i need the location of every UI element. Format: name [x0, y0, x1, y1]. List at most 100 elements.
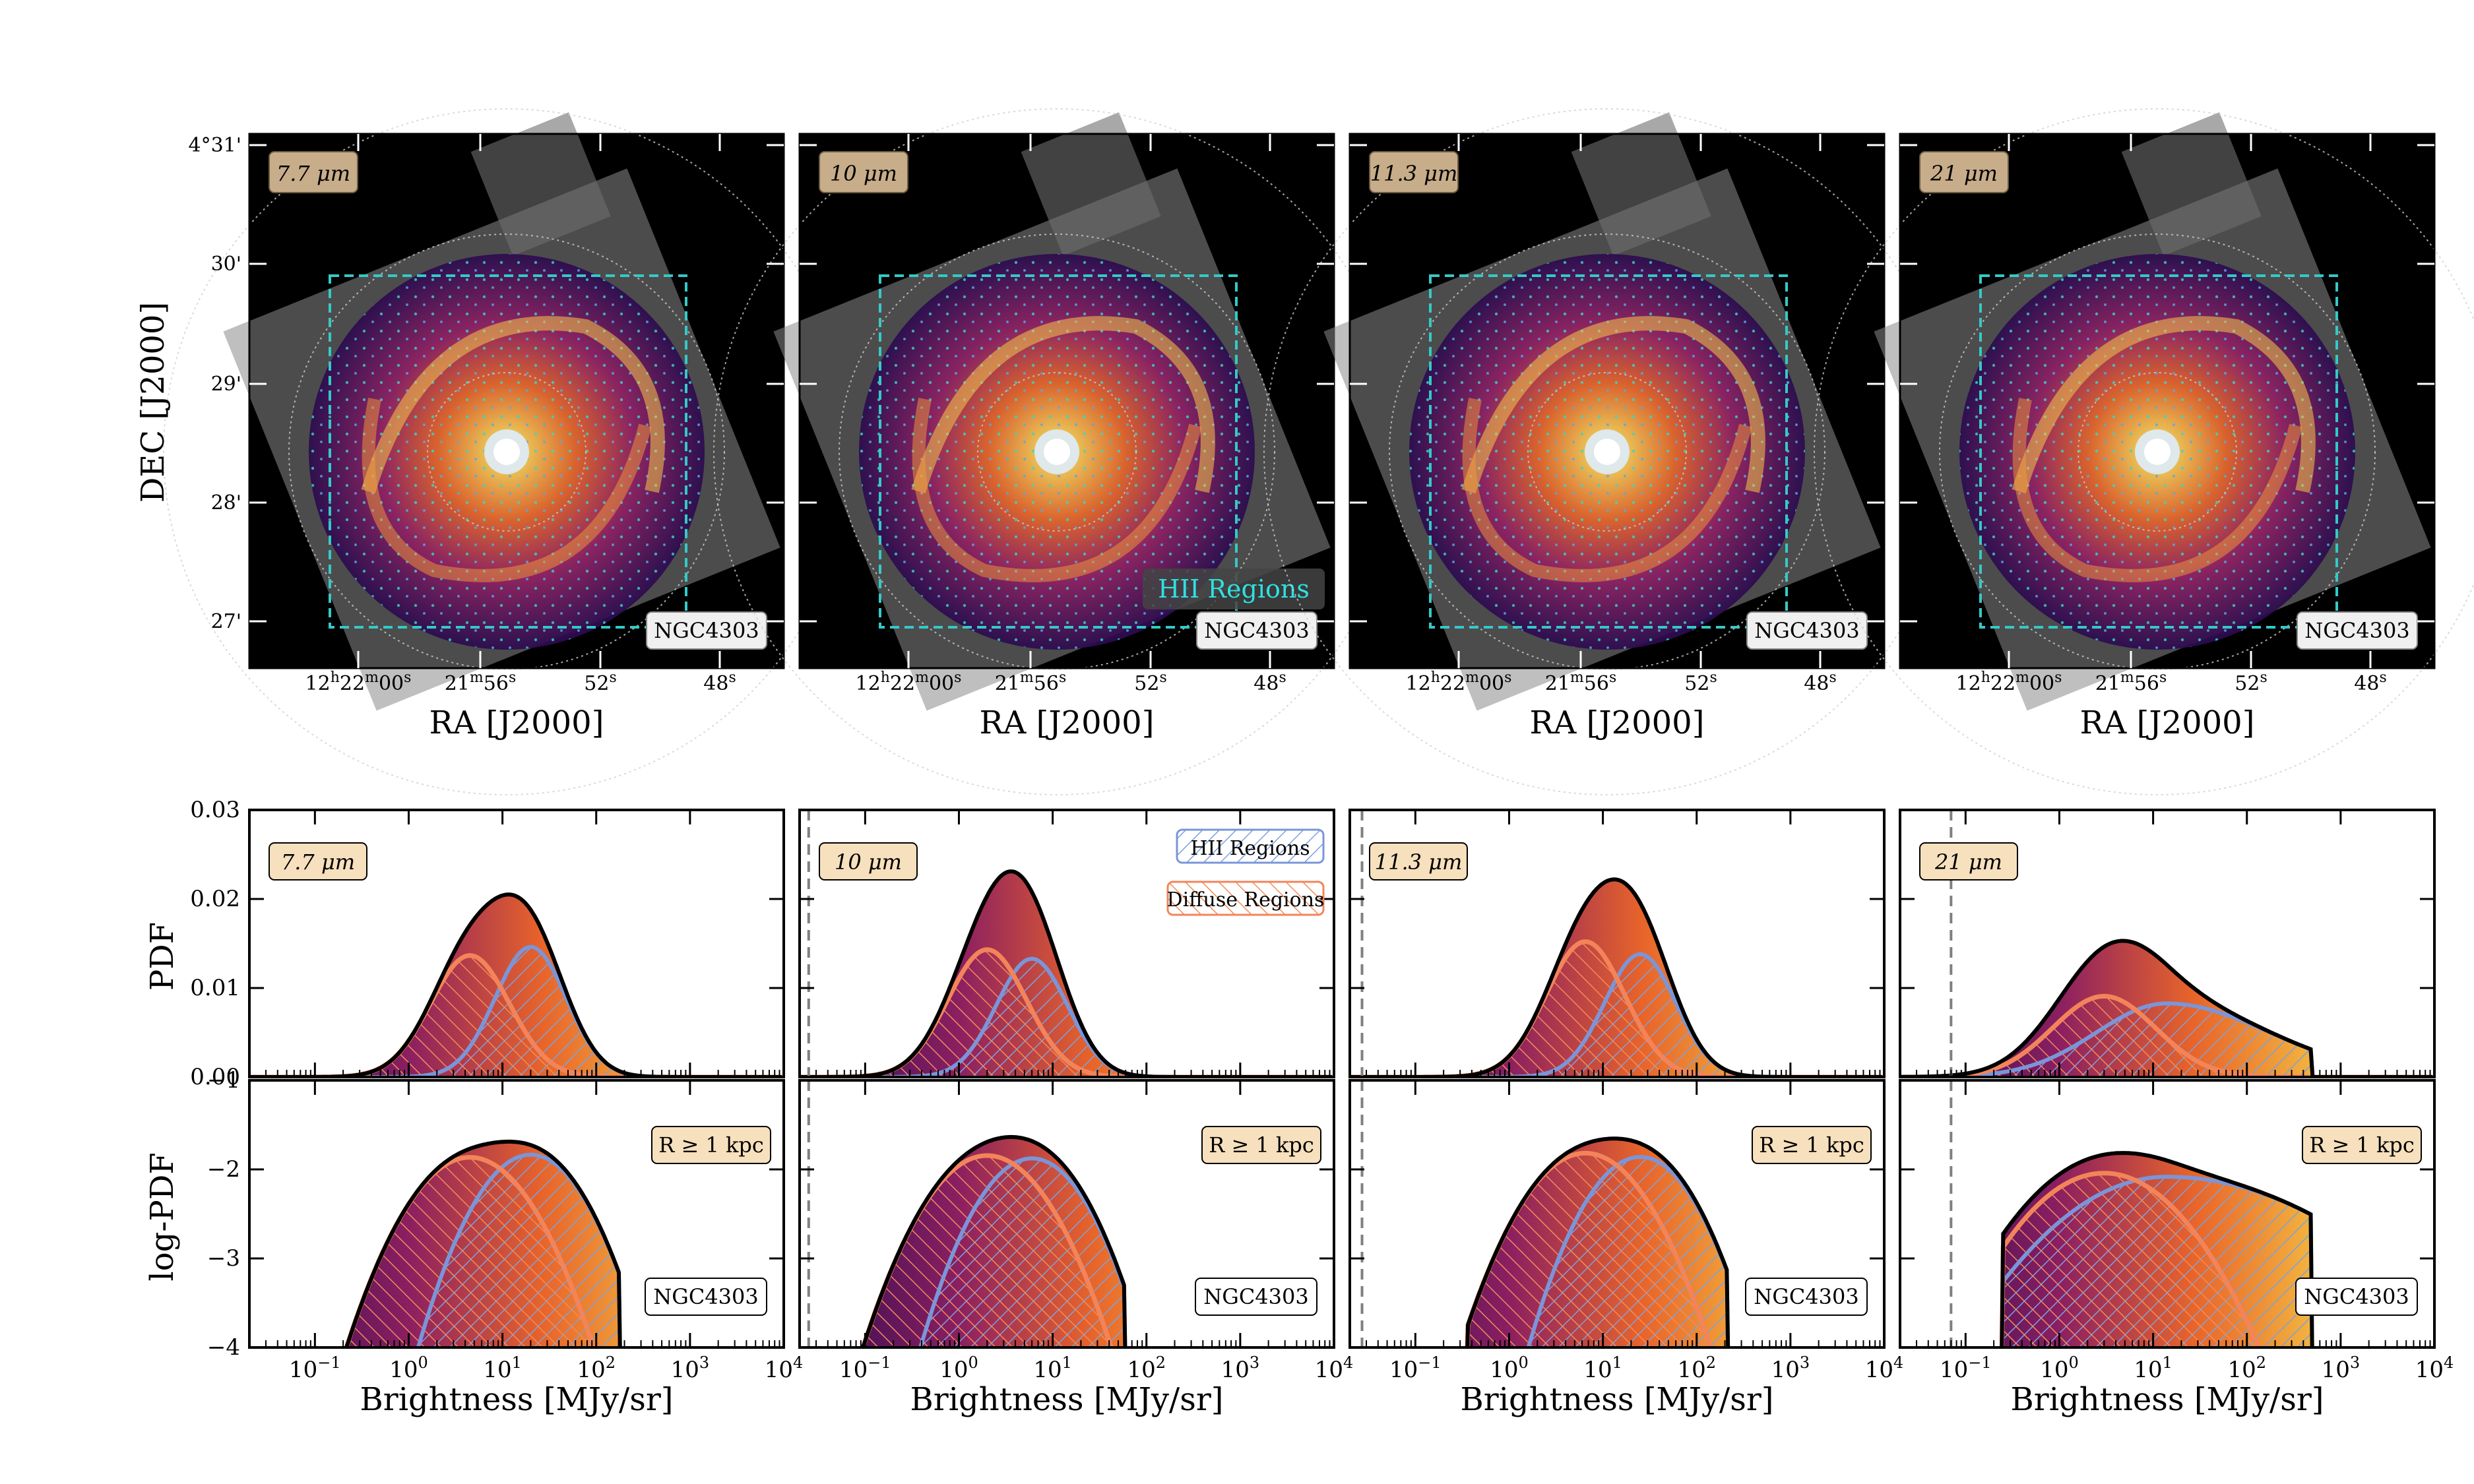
diffuse-hatch — [249, 1157, 782, 1347]
ra-tick-label: 21m56s — [1545, 669, 1617, 695]
dec-tick-label: 29' — [211, 373, 241, 396]
image-frame — [248, 133, 785, 669]
legend-diffuse-swatch — [1166, 881, 1325, 916]
radius-label-box — [1752, 1126, 1872, 1164]
radius-circle — [1814, 108, 2474, 795]
total-curve — [860, 1134, 1127, 1347]
radius-circle — [977, 372, 1137, 532]
panel-frame — [1899, 1079, 2436, 1349]
radius-label: R ≥ 1 kpc — [1209, 1132, 1314, 1158]
galaxy-nucleus — [493, 439, 520, 465]
ra-tick-label: 52s — [584, 669, 616, 695]
total-curve — [1465, 1136, 1730, 1347]
x-tick-label: 100 — [1490, 1353, 1529, 1383]
band-label-box — [1369, 151, 1459, 193]
radius-label-box — [651, 1126, 771, 1164]
band-label-box — [269, 842, 367, 881]
ra-tick-label: 48s — [1253, 669, 1286, 695]
xlabel: Brightness [MJy/sr] — [360, 1381, 673, 1418]
dec-tick-label: 4°31' — [188, 134, 241, 157]
region-label-box — [1143, 569, 1325, 609]
diffuse-curve — [1999, 1171, 2262, 1347]
region-label: HII Regions — [1158, 574, 1310, 603]
total-curve — [2000, 1151, 2314, 1347]
ra-tick-label: 12h22m00s — [305, 669, 412, 695]
radius-circle — [1527, 372, 1687, 532]
band-label: 11.3 μm — [1370, 161, 1458, 186]
band-label: 10 μm — [835, 850, 902, 875]
total-curve — [800, 869, 1333, 1077]
spiral-arm — [361, 316, 665, 494]
ra-tick-label: 48s — [703, 669, 736, 695]
galaxy-label-box — [1196, 611, 1317, 650]
mosaic-footprint — [470, 112, 611, 256]
galaxy-label-box — [1746, 611, 1868, 650]
x-tick-label: 101 — [2134, 1353, 2173, 1383]
xlabel: Brightness [MJy/sr] — [910, 1381, 1223, 1418]
x-tick-label: 101 — [483, 1353, 522, 1383]
logpdf-panel: −1 −2 −3 −4 R ≥ 1 kpc NGC4303 10−1 100 101 102 103… — [207, 1067, 803, 1418]
radius-circle — [427, 372, 587, 532]
mask-box — [879, 274, 1238, 629]
logpdf-panel: R ≥ 1 kpc NGC4303 10−1 100 101 102 103 104 Brigh… — [1348, 1079, 1904, 1418]
ra-tick-label: 21m56s — [2095, 669, 2167, 695]
band-label-box — [819, 842, 918, 881]
galaxy-label: NGC4303 — [1204, 618, 1309, 643]
diffuse-hatch — [1900, 996, 2433, 1077]
panel-frame — [1899, 809, 2436, 1078]
top-ylabel: DEC [J2000] — [135, 302, 172, 503]
radius-circle — [839, 233, 1275, 670]
pdf-panel: 21 μm — [1899, 809, 2436, 1078]
ra-tick-label: 52s — [1134, 669, 1166, 695]
legend: HII Regions Diffuse Regions — [1166, 828, 1325, 916]
y-tick-label: −1 — [207, 1067, 240, 1094]
diffuse-hatch — [1900, 1173, 2433, 1347]
x-tick-label: 104 — [1865, 1353, 1904, 1383]
mask-box — [1979, 274, 2338, 629]
ra-tick-label: 12h22m00s — [856, 669, 962, 695]
x-tick-label: 103 — [1771, 1353, 1810, 1383]
y-tick-label: −3 — [207, 1245, 240, 1272]
spiral-arm — [362, 398, 652, 582]
ra-tick-label: 12h22m00s — [1956, 669, 2062, 695]
pdf-ylabel: PDF — [144, 922, 181, 991]
xlabel: Brightness [MJy/sr] — [1460, 1381, 1773, 1418]
galaxy-label: NGC4303 — [653, 1284, 758, 1309]
top-xlabel: RA [J2000] — [429, 704, 604, 741]
mosaic-footprint — [2121, 112, 2262, 256]
diffuse-curve — [344, 1155, 596, 1347]
pdf-panel: 11.3 μm — [1348, 809, 1886, 1078]
galaxy-label: NGC4303 — [1203, 1284, 1308, 1309]
x-tick-label: 10−1 — [289, 1353, 341, 1383]
radius-circle — [2078, 372, 2237, 532]
top-xlabel: RA [J2000] — [1530, 704, 1705, 741]
top-xlabel: RA [J2000] — [2080, 704, 2255, 741]
image-frame — [1899, 133, 2436, 669]
band-label: 10 μm — [830, 161, 897, 186]
hii-curve — [416, 1152, 622, 1347]
total-curve — [1900, 939, 2433, 1077]
y-tick-label: 0.01 — [190, 975, 240, 1001]
galaxy-label: NGC4303 — [1754, 618, 1859, 643]
galaxy-label-box — [1195, 1278, 1317, 1316]
x-tick-label: 101 — [1583, 1353, 1622, 1383]
x-tick-label: 100 — [389, 1353, 428, 1383]
x-tick-label: 102 — [1677, 1353, 1716, 1383]
mosaic-footprint — [1021, 112, 1161, 256]
hii-curve — [918, 1156, 1127, 1347]
band-label: 7.7 μm — [276, 161, 350, 186]
ra-tick-label: 21m56s — [445, 669, 517, 695]
y-tick-label: −2 — [207, 1156, 240, 1183]
ra-tick-label: 52s — [1684, 669, 1717, 695]
logpdf-row: −1 −2 −3 −4 R ≥ 1 kpc NGC4303 10−1 100 101 102 103… — [207, 1067, 2454, 1418]
x-tick-label: 103 — [2322, 1353, 2361, 1383]
dec-tick-label: 30' — [211, 253, 241, 276]
galaxy-nucleus — [2144, 439, 2171, 465]
hii-curve — [1900, 1001, 2433, 1077]
x-tick-label: 103 — [671, 1353, 710, 1383]
ra-tick-label: 21m56s — [995, 669, 1067, 695]
y-tick-label: 0.02 — [190, 886, 240, 912]
galaxy-label: NGC4303 — [2304, 618, 2409, 643]
diffuse-hatch — [800, 1156, 1333, 1347]
